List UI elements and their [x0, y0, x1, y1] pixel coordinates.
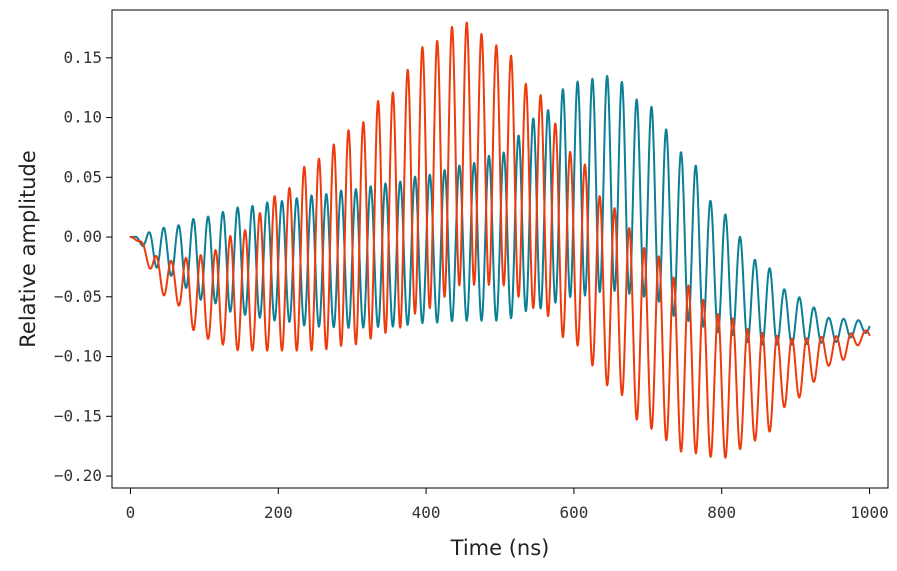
y-tick-label: −0.10 — [54, 347, 102, 366]
y-tick-label: 0.00 — [63, 227, 102, 246]
y-tick-label: 0.15 — [63, 48, 102, 67]
y-tick-label: −0.05 — [54, 287, 102, 306]
x-tick-label: 600 — [559, 503, 588, 522]
series-line-2 — [129, 21, 871, 459]
y-axis: 0.15 0.10 0.05 0.00 −0.05 −0.10 −0.15 −0.20 — [54, 48, 112, 485]
y-tick-label: −0.15 — [54, 406, 102, 425]
y-tick-label: 0.05 — [63, 167, 102, 186]
plot-frame — [111, 9, 889, 489]
x-tick-label: 0 — [126, 503, 136, 522]
x-tick-label: 200 — [264, 503, 293, 522]
x-axis-label: Time (ns) — [450, 536, 550, 560]
x-axis: 0 200 400 600 800 1000 — [126, 488, 889, 522]
y-axis-label: Relative amplitude — [16, 150, 40, 347]
x-tick-label: 1000 — [850, 503, 889, 522]
y-tick-label: −0.20 — [54, 466, 102, 485]
plot-area — [129, 21, 871, 459]
y-tick-label: 0.10 — [63, 108, 102, 127]
x-tick-label: 400 — [412, 503, 441, 522]
x-tick-label: 800 — [707, 503, 736, 522]
